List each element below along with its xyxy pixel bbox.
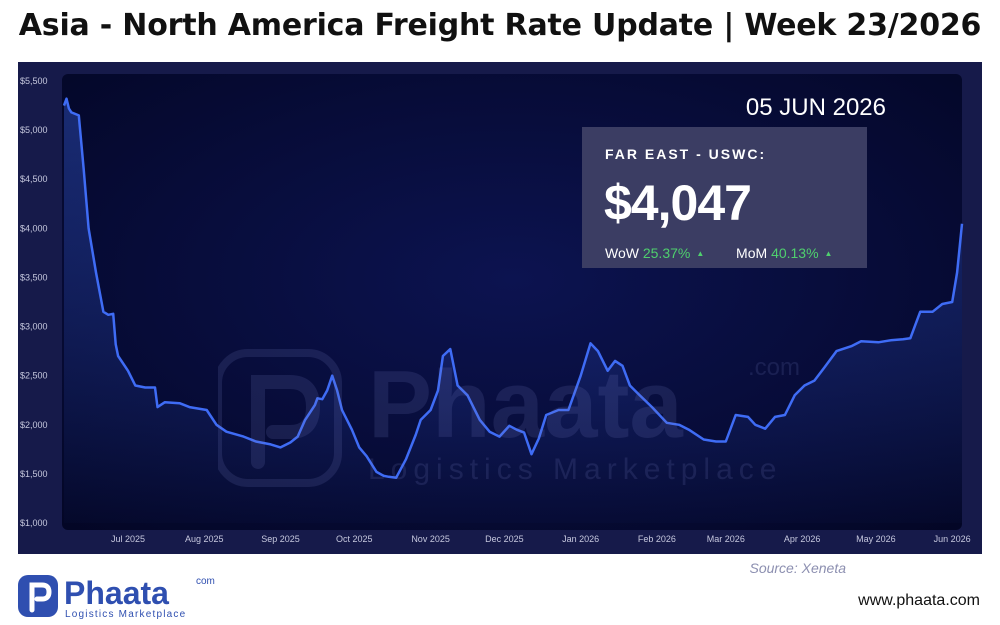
watermark-brand: Phaata: [368, 351, 683, 458]
footer-url: www.phaata.com: [858, 592, 980, 609]
x-tick-label: Jan 2026: [562, 534, 599, 544]
x-tick-label: Dec 2025: [485, 534, 524, 544]
x-tick-label: Aug 2025: [185, 534, 224, 544]
x-tick-label: Jun 2026: [934, 534, 971, 544]
y-tick-label: $1,000: [20, 518, 48, 528]
x-tick-label: Jul 2025: [111, 534, 145, 544]
series-area: [64, 98, 962, 523]
x-tick-label: Mar 2026: [707, 534, 745, 544]
y-tick-label: $4,500: [20, 174, 48, 184]
watermark-tld: .com: [748, 354, 800, 381]
y-tick-label: $2,000: [20, 420, 48, 430]
wow-value: 25.37%: [642, 245, 691, 261]
logo-mark-icon: [18, 575, 58, 617]
x-tick-label: Nov 2025: [411, 534, 450, 544]
route-label: FAR EAST - USWC:: [605, 146, 767, 162]
footer-logo: Phaata com Logistics Marketplace: [18, 575, 215, 620]
up-triangle-icon: ▲: [696, 249, 705, 258]
wow-label: WoW: [605, 245, 639, 261]
page-title: Asia - North America Freight Rate Update…: [18, 8, 982, 43]
footer-brand: Phaata: [64, 575, 169, 611]
footer-tagline: Logistics Marketplace: [65, 609, 186, 620]
y-tick-label: $5,000: [20, 125, 48, 135]
y-tick-label: $1,500: [20, 469, 48, 479]
y-axis: $1,000 $1,500 $2,000 $2,500 $3,000 $3,500 $4,0…: [20, 76, 48, 528]
mom-value: 40.13%: [771, 245, 819, 261]
report-date: 05 JUN 2026: [745, 94, 886, 121]
x-tick-label: Feb 2026: [638, 534, 676, 544]
x-tick-label: Sep 2025: [261, 534, 300, 544]
watermark-tagline: Logistics Marketplace: [368, 453, 782, 486]
series-line: [62, 97, 964, 480]
rate-changes: WoW 25.37% ▲ MoM 40.13% ▲: [605, 245, 832, 261]
y-tick-label: $4,000: [20, 223, 48, 233]
x-tick-label: Apr 2026: [784, 534, 821, 544]
x-tick-label: Oct 2025: [336, 534, 373, 544]
y-tick-label: $3,500: [20, 272, 48, 282]
rate-value: $4,047: [604, 175, 752, 231]
source-note: Source: Xeneta: [749, 560, 846, 576]
footer-tld: com: [196, 576, 215, 587]
x-tick-label: May 2026: [856, 534, 896, 544]
x-axis: Jul 2025 Aug 2025 Sep 2025 Oct 2025 Nov 2025…: [111, 534, 971, 544]
up-triangle-icon: ▲: [824, 249, 833, 258]
watermark-logo: Phaata .com Logistics Marketplace: [218, 349, 800, 487]
rate-info-box: FAR EAST - USWC: $4,047 WoW 25.37% ▲ MoM …: [582, 127, 867, 268]
y-tick-label: $5,500: [20, 76, 48, 86]
mom-label: MoM: [736, 245, 768, 261]
y-tick-label: $3,000: [20, 322, 48, 332]
y-tick-label: $2,500: [20, 371, 48, 381]
